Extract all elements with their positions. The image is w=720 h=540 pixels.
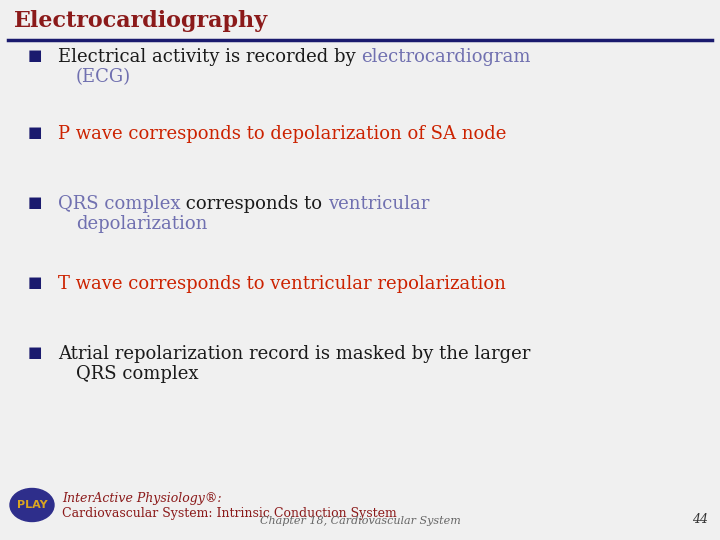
Text: Electrocardiography: Electrocardiography (14, 10, 268, 32)
Text: PLAY: PLAY (17, 500, 48, 510)
Text: ■: ■ (28, 275, 42, 290)
Text: corresponds to: corresponds to (181, 195, 328, 213)
Text: (ECG): (ECG) (76, 68, 131, 86)
Text: Atrial repolarization record is masked by the larger: Atrial repolarization record is masked b… (58, 345, 531, 363)
Text: ventricular: ventricular (328, 195, 430, 213)
Text: Electrical activity is recorded by: Electrical activity is recorded by (58, 48, 361, 66)
Text: electrocardiogram: electrocardiogram (361, 48, 531, 66)
Text: QRS complex: QRS complex (58, 195, 181, 213)
Text: ■: ■ (28, 345, 42, 360)
Text: ■: ■ (28, 48, 42, 63)
Text: 44: 44 (692, 513, 708, 526)
Text: P wave corresponds to depolarization of SA node: P wave corresponds to depolarization of … (58, 125, 506, 143)
Text: Chapter 18, Cardiovascular System: Chapter 18, Cardiovascular System (260, 516, 460, 526)
Circle shape (10, 489, 54, 522)
Text: ■: ■ (28, 195, 42, 210)
Text: QRS complex: QRS complex (76, 365, 199, 383)
Text: Cardiovascular System: Intrinsic Conduction System: Cardiovascular System: Intrinsic Conduct… (62, 507, 397, 520)
Text: ■: ■ (28, 125, 42, 140)
Text: T wave corresponds to ventricular repolarization: T wave corresponds to ventricular repola… (58, 275, 506, 293)
Text: depolarization: depolarization (76, 215, 207, 233)
Text: InterActive Physiology®:: InterActive Physiology®: (62, 492, 222, 505)
